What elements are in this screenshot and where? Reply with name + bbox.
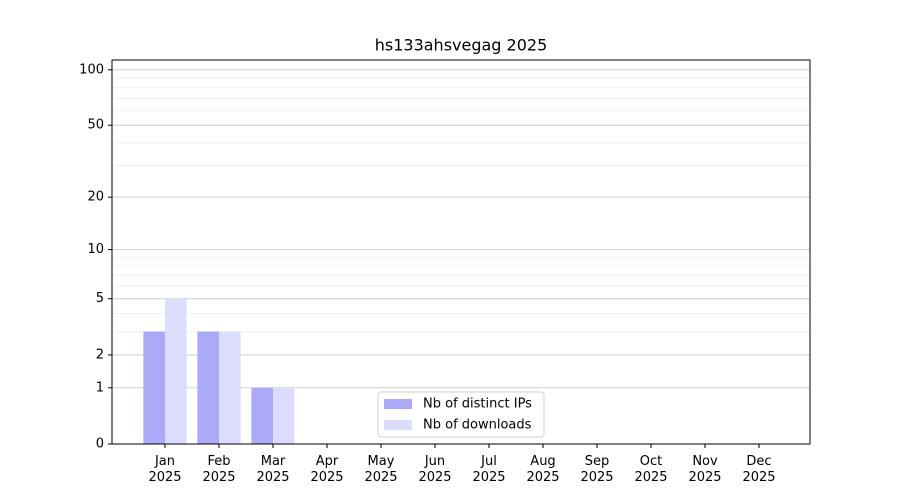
x-tick-label: Jun 2025 xyxy=(418,454,451,485)
x-tick-label: Dec 2025 xyxy=(742,454,775,485)
x-tick-label: Jan 2025 xyxy=(148,454,181,485)
y-tick-label: 2 xyxy=(96,347,104,362)
legend-swatch xyxy=(384,399,412,409)
x-tick-label: Aug 2025 xyxy=(526,454,559,485)
legend-box xyxy=(377,391,545,438)
y-tick-label: 20 xyxy=(87,190,104,205)
bar xyxy=(219,331,241,444)
x-tick-label: Nov 2025 xyxy=(688,454,721,485)
y-tick-label: 1 xyxy=(96,380,104,395)
x-tick-label: May 2025 xyxy=(364,454,397,485)
y-tick-label: 0 xyxy=(96,437,104,452)
x-tick-label: Apr 2025 xyxy=(310,454,343,485)
bar xyxy=(251,387,273,444)
y-tick-label: 50 xyxy=(87,118,104,133)
x-tick-label: Sep 2025 xyxy=(580,454,613,485)
y-tick-label: 5 xyxy=(96,291,104,306)
bar xyxy=(197,331,219,444)
chart-title: hs133ahsvegag 2025 xyxy=(375,36,548,55)
bar xyxy=(143,331,165,444)
x-tick-label: Mar 2025 xyxy=(256,454,289,485)
y-tick-label: 10 xyxy=(87,242,104,257)
bar xyxy=(273,387,295,444)
legend-label: Nb of distinct IPs xyxy=(423,397,532,412)
legend-swatch xyxy=(384,420,412,430)
bar xyxy=(165,298,187,444)
x-tick-label: Feb 2025 xyxy=(202,454,235,485)
plot-frame xyxy=(111,59,811,445)
y-tick-label: 100 xyxy=(79,62,104,77)
legend-label: Nb of downloads xyxy=(423,418,532,433)
x-tick-label: Jul 2025 xyxy=(472,454,505,485)
x-tick-label: Oct 2025 xyxy=(634,454,667,485)
